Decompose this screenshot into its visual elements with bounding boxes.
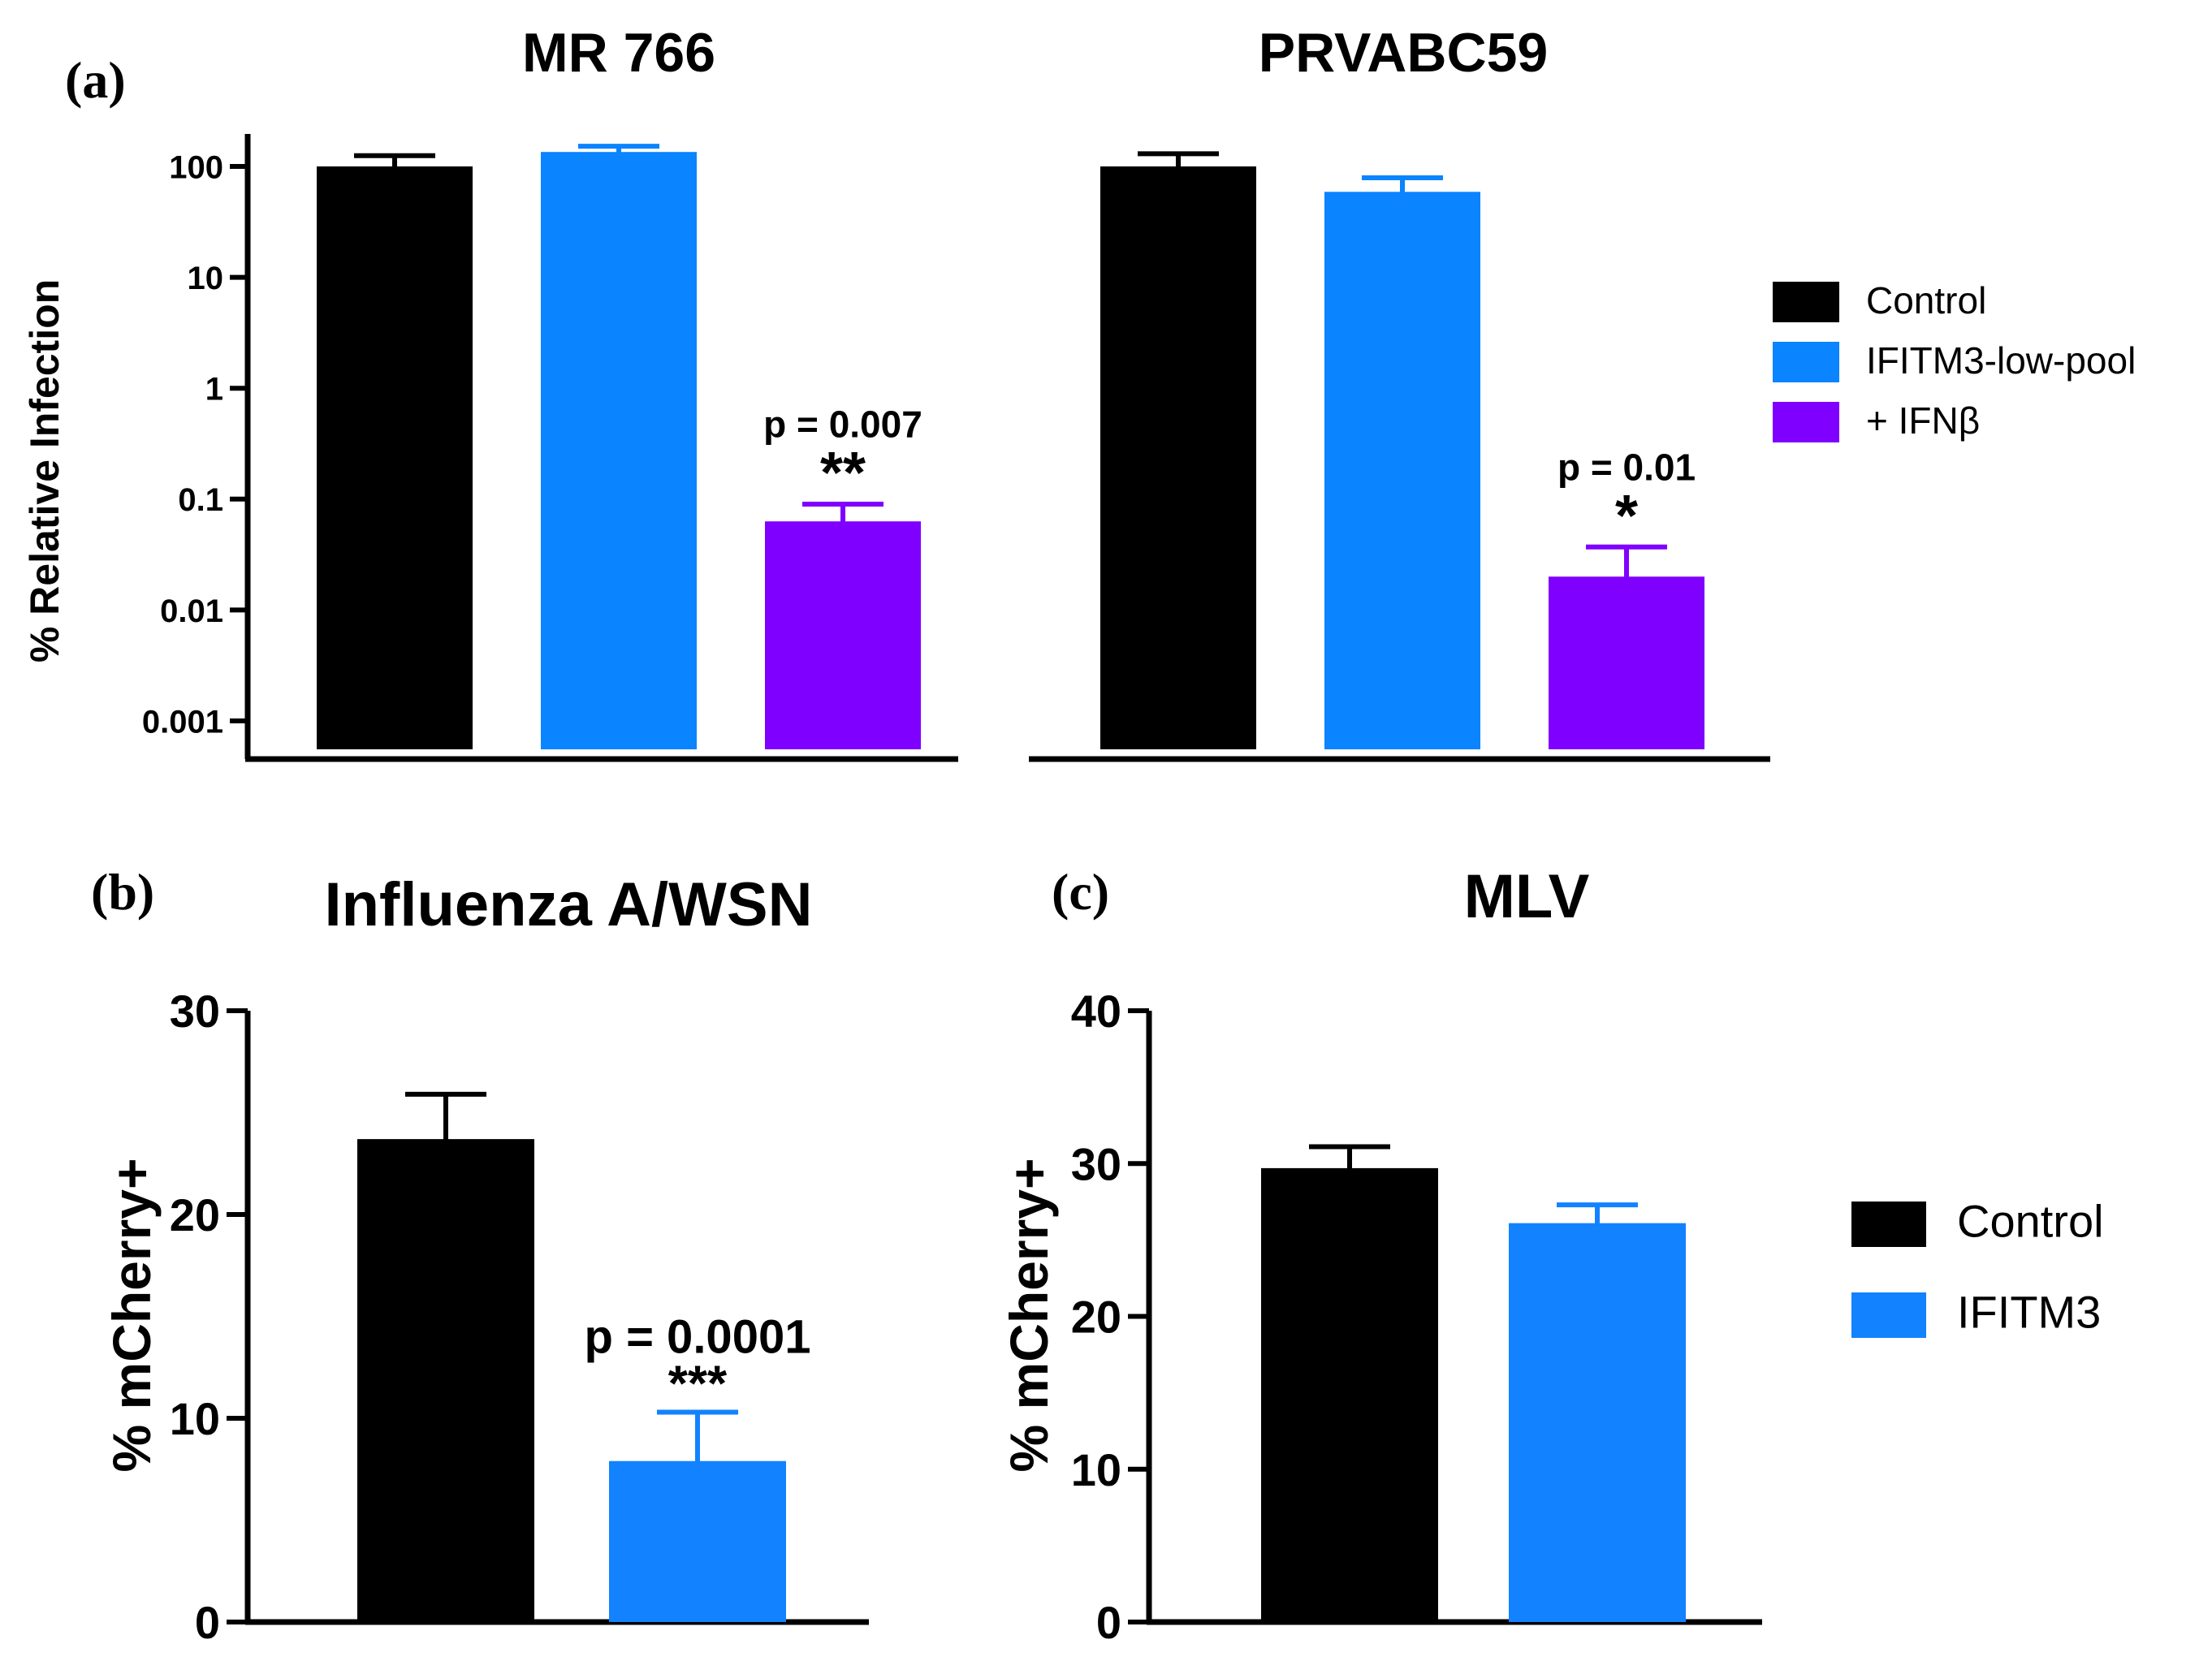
y-axis-label-a: % Relative Infection [22,279,67,662]
bar--ifn- [765,521,921,749]
y-axis-label-b: % mCherry+ [102,1158,162,1472]
y-axis-label-c: % mCherry+ [999,1158,1059,1472]
panel-b-influenza-chart: (b) Influenza A/WSN % mCherry+ 0 10 20 30 **… [91,863,869,1648]
chart-title-mlv: MLV [1464,862,1590,931]
bar-ifitm3 [609,1460,786,1622]
p-value-label: p = 0.0001 [585,1311,811,1364]
legend-label: Control [1866,279,1986,321]
significance-stars: *** [668,1356,728,1412]
chart-title-prvabc59: PRVABC59 [1259,22,1549,84]
y-tick-label: 100 [169,149,223,185]
y-tick-label: 0 [1096,1597,1121,1648]
bar-ifitm3-low-pool [1324,192,1480,749]
legend-swatch [1773,282,1839,322]
y-tick-label: 0.01 [160,593,223,629]
bar--ifn- [1549,576,1704,749]
legend-label: + IFNβ [1866,399,1980,442]
panel-b-label: (b) [91,863,154,921]
y-tick-label: 20 [170,1189,220,1240]
legend-label: Control [1957,1196,2104,1247]
legend-label: IFITM3-low-pool [1866,339,2136,382]
y-tick-label: 0 [195,1597,220,1648]
panel-a-mr766-chart: (a) MR 766 % Relative Infection 100 10 1 0.… [22,22,958,762]
bar-control [357,1139,534,1622]
y-tick-label: 1 [205,372,223,408]
panel-c-label: (c) [1052,863,1109,921]
y-tick-label: 30 [1071,1138,1121,1189]
panel-a-prvabc59-chart: PRVABC59 *p = 0.01 [1029,22,1770,762]
panel-c-mlv-chart: (c) MLV % mCherry+ 0 10 20 30 40 [999,862,1762,1648]
chart-title-influenza: Influenza A/WSN [325,870,813,939]
bar-ifitm3 [1509,1223,1686,1622]
y-tick-label: 10 [188,261,224,296]
y-tick-label: 10 [170,1393,220,1444]
bar-control [317,166,473,749]
bar-control [1100,166,1256,749]
y-tick-label: 10 [1071,1444,1121,1495]
significance-stars: * [1615,484,1638,549]
y-tick-label: 40 [1071,986,1121,1037]
y-tick-label: 20 [1071,1292,1121,1343]
y-tick-label: 0.001 [142,704,223,740]
bar-ifitm3-low-pool [541,152,697,749]
chart-title-mr766: MR 766 [522,22,715,84]
y-tick-label: 0.1 [178,482,223,518]
p-value-label: p = 0.007 [763,403,922,446]
legend-swatch [1851,1292,1926,1338]
legend-label: IFITM3 [1957,1287,2101,1338]
legend-swatch [1851,1202,1926,1247]
bar-control [1261,1167,1438,1622]
significance-stars: ** [820,441,866,506]
y-tick-label: 30 [170,986,220,1037]
legend-bc: Control IFITM3 [1851,1196,2104,1338]
panel-a-label: (a) [65,51,126,109]
legend-swatch [1773,342,1839,382]
legend-swatch [1773,402,1839,442]
p-value-label: p = 0.01 [1557,446,1696,488]
legend-a: Control IFITM3-low-pool + IFNβ [1773,279,2136,442]
